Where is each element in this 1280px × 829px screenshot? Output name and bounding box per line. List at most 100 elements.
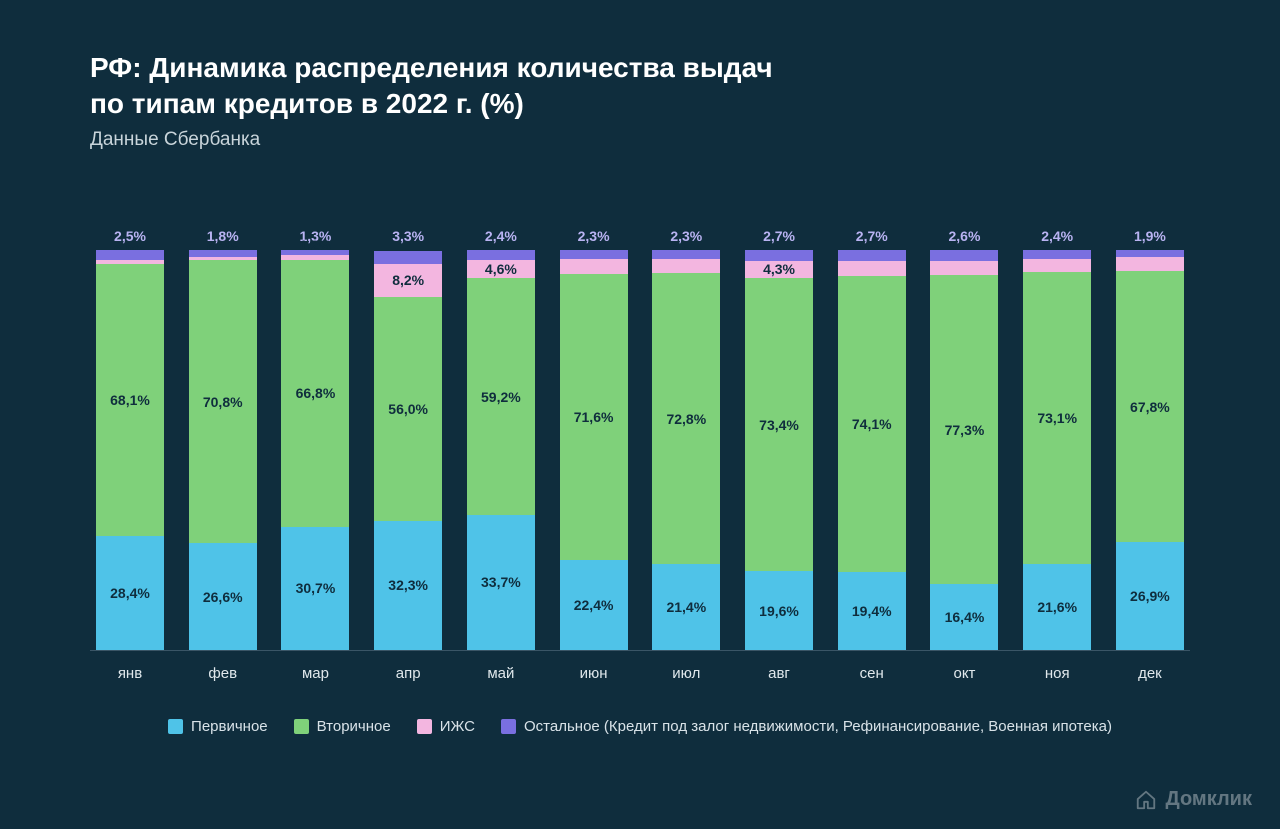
bars-row: 2,5%28,4%68,1%0,9%1,8%26,6%70,8%0,7%1,3%… bbox=[90, 211, 1190, 651]
bar-segment-secondary: 72,8% bbox=[652, 273, 720, 564]
bar-segment-secondary: 71,6% bbox=[560, 274, 628, 560]
bar-segment-label: 67,8% bbox=[1130, 399, 1170, 415]
bar-segment-label: 68,1% bbox=[110, 392, 150, 408]
bar-stack: 16,4%77,3%3,6% bbox=[930, 250, 998, 650]
bar-stack: 26,6%70,8%0,7% bbox=[189, 250, 257, 650]
bar-segment-izhs: 3,2% bbox=[1023, 259, 1091, 272]
bar-segment-izhs: 3,7% bbox=[560, 259, 628, 274]
bar-segment-other bbox=[745, 250, 813, 261]
bar-segment-label: 22,4% bbox=[574, 597, 614, 613]
x-axis-label: май bbox=[465, 665, 537, 682]
bar-stack: 21,6% 73,1% 3,2% bbox=[1023, 250, 1091, 650]
bar-top-label: 2,6% bbox=[949, 228, 981, 244]
bar-segment-label: 21,6% bbox=[1037, 599, 1077, 615]
bar-column: 3,3% 32,3% 56,0% 8,2% bbox=[372, 228, 444, 650]
bar-segment-other bbox=[374, 251, 442, 264]
bar-segment-secondary: 70,8% bbox=[189, 260, 257, 543]
legend-label: Первичное bbox=[191, 718, 268, 735]
legend-swatch bbox=[168, 719, 183, 734]
chart-title-line1: РФ: Динамика распределения количества вы… bbox=[90, 52, 773, 83]
bar-stack: 21,4%72,8%3,5% bbox=[652, 250, 720, 650]
bar-segment-primary: 26,6% bbox=[189, 543, 257, 649]
bar-stack: 19,6% 73,4% 4,3% bbox=[745, 250, 813, 650]
bar-stack: 19,4%74,1%3,9% bbox=[838, 250, 906, 650]
bar-segment-other bbox=[1116, 250, 1184, 258]
legend-label: Вторичное bbox=[317, 718, 391, 735]
bar-segment-label: 71,6% bbox=[574, 409, 614, 425]
bar-stack: 22,4% 71,6% 3,7% bbox=[560, 250, 628, 650]
bar-stack: 30,7%66,8%1,2% bbox=[281, 250, 349, 650]
chart-area: 2,5%28,4%68,1%0,9%1,8%26,6%70,8%0,7%1,3%… bbox=[90, 211, 1190, 735]
bar-segment-secondary: 56,0% bbox=[374, 297, 442, 521]
bar-column: 1,3%30,7%66,8%1,2% bbox=[279, 228, 351, 650]
bar-segment-label: 26,9% bbox=[1130, 588, 1170, 604]
bar-segment-other bbox=[930, 250, 998, 260]
x-axis-label: окт bbox=[928, 665, 1000, 682]
bar-segment-other bbox=[560, 250, 628, 259]
bar-segment-label: 28,4% bbox=[110, 585, 150, 601]
bar-segment-primary: 16,4% bbox=[930, 584, 998, 650]
bar-segment-label: 66,8% bbox=[296, 385, 336, 401]
chart-subtitle: Данные Сбербанка bbox=[90, 129, 1190, 151]
bar-stack: 33,7% 59,2%4,6% bbox=[467, 250, 535, 650]
x-axis-label: авг bbox=[743, 665, 815, 682]
bar-segment-label: 26,6% bbox=[203, 589, 243, 605]
bar-segment-izhs: 8,2% bbox=[374, 264, 442, 297]
bar-column: 2,6% 16,4%77,3%3,6% bbox=[928, 228, 1000, 650]
bar-segment-label: 4,6% bbox=[485, 261, 517, 277]
bar-segment-secondary: 59,2% bbox=[467, 278, 535, 515]
x-axis-label: фев bbox=[187, 665, 259, 682]
bar-column: 2,7% 19,6% 73,4% 4,3% bbox=[743, 228, 815, 650]
bar-column: 2,4%21,6%73,1%3,2% bbox=[1021, 228, 1093, 650]
bar-top-label: 2,7% bbox=[763, 228, 795, 244]
bar-segment-label: 73,4% bbox=[759, 417, 799, 433]
x-axis-label: апр bbox=[372, 665, 444, 682]
legend-swatch bbox=[501, 719, 516, 734]
bar-segment-izhs: 3,5% bbox=[1116, 257, 1184, 271]
bar-segment-label: 19,6% bbox=[759, 603, 799, 619]
legend-label: ИЖС bbox=[440, 718, 475, 735]
bar-segment-other bbox=[1023, 250, 1091, 260]
bar-segment-primary: 30,7% bbox=[281, 527, 349, 650]
x-axis-label: июл bbox=[650, 665, 722, 682]
house-icon bbox=[1135, 789, 1157, 811]
bar-segment-primary: 26,9% bbox=[1116, 542, 1184, 650]
bar-segment-label: 16,4% bbox=[945, 609, 985, 625]
bar-column: 1,8%26,6%70,8%0,7% bbox=[187, 228, 259, 650]
bar-segment-primary: 19,6% bbox=[745, 571, 813, 649]
bar-segment-label: 30,7% bbox=[296, 580, 336, 596]
legend-item: Первичное bbox=[168, 718, 268, 735]
bar-segment-other bbox=[467, 250, 535, 260]
bar-segment-other bbox=[281, 250, 349, 255]
legend: ПервичноеВторичноеИЖСОстальное (Кредит п… bbox=[90, 718, 1190, 735]
bar-segment-secondary: 66,8% bbox=[281, 260, 349, 527]
bar-segment-label: 56,0% bbox=[388, 401, 428, 417]
legend-item: ИЖС bbox=[417, 718, 475, 735]
bar-segment-label: 19,4% bbox=[852, 603, 892, 619]
bar-segment-primary: 22,4% bbox=[560, 560, 628, 650]
bar-segment-primary: 19,4% bbox=[838, 572, 906, 650]
bar-segment-label: 74,1% bbox=[852, 416, 892, 432]
bar-segment-label: 8,2% bbox=[392, 272, 424, 288]
bar-segment-secondary: 68,1% bbox=[96, 264, 164, 536]
legend-swatch bbox=[417, 719, 432, 734]
x-axis-label: мар bbox=[279, 665, 351, 682]
bar-segment-secondary: 74,1% bbox=[838, 276, 906, 572]
bar-segment-label: 4,3% bbox=[763, 261, 795, 277]
bar-segment-izhs: 3,5% bbox=[652, 259, 720, 273]
bar-segment-izhs: 4,3% bbox=[745, 261, 813, 278]
bar-top-label: 3,3% bbox=[392, 228, 424, 244]
bar-stack: 26,9% 67,8% 3,5% bbox=[1116, 250, 1184, 650]
bar-segment-other bbox=[96, 250, 164, 260]
bar-segment-label: 33,7% bbox=[481, 574, 521, 590]
watermark: Домклик bbox=[1135, 788, 1252, 811]
chart-title-line2: по типам кредитов в 2022 г. (%) bbox=[90, 88, 524, 119]
watermark-text: Домклик bbox=[1165, 788, 1252, 811]
bar-segment-label: 32,3% bbox=[388, 577, 428, 593]
bar-top-label: 2,4% bbox=[485, 228, 517, 244]
bar-column: 2,4% 33,7% 59,2%4,6% bbox=[465, 228, 537, 650]
bar-column: 2,3%22,4%71,6%3,7% bbox=[558, 228, 630, 650]
bar-segment-label: 73,1% bbox=[1037, 410, 1077, 426]
bar-segment-primary: 21,6% bbox=[1023, 564, 1091, 650]
x-axis: янвфевмарапрмайиюниюлавгсеноктноядек bbox=[90, 665, 1190, 682]
